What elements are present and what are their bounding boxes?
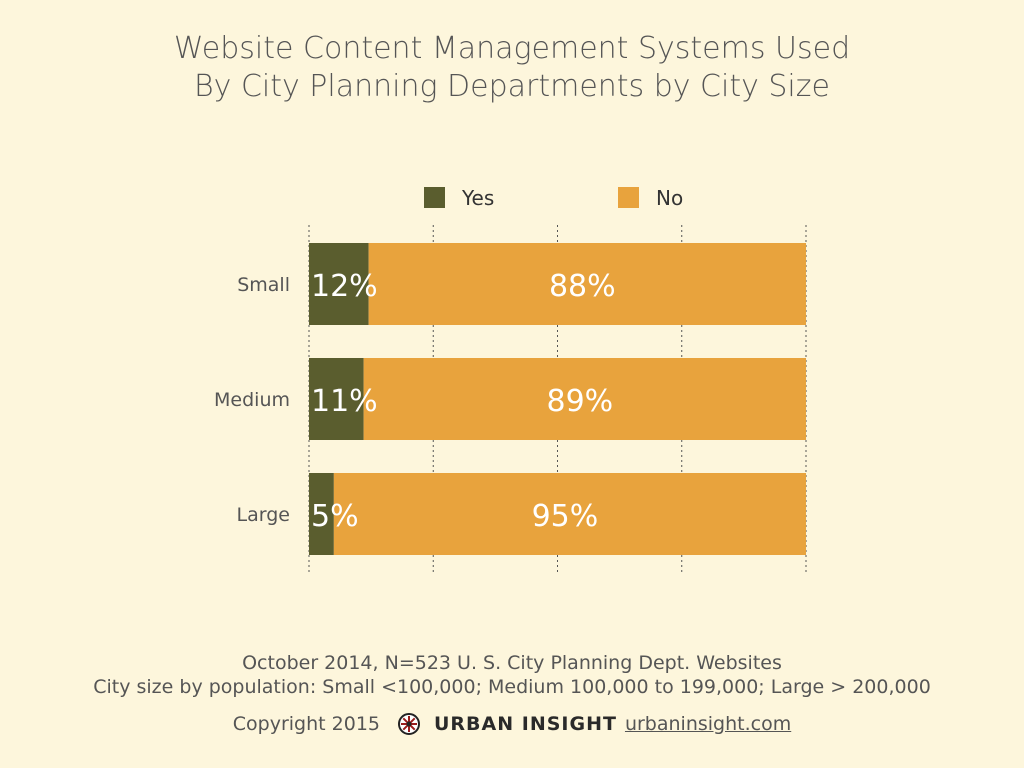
brand-line: Copyright 2015 URBAN INSIGHT urbaninsigh… [0,713,1024,735]
website-link[interactable]: urbaninsight.com [624,713,792,735]
bar-yes [309,243,369,325]
chart-title: Website Content Management Systems Used … [0,30,1024,106]
data-label-yes: 5% [311,499,359,534]
legend-label-yes: Yes [461,186,494,210]
title-line-2: By City Planning Departments by City Siz… [194,69,830,104]
bar-no [368,243,806,325]
legend-swatch-no [618,187,639,208]
bar-yes [309,358,364,440]
bar-no [363,358,806,440]
bar-no [333,473,806,555]
data-label-yes: 11% [311,384,378,419]
data-label-yes: 12% [311,269,378,304]
copyright-text: Copyright 2015 [232,713,380,735]
chart-footnote: October 2014, N=523 U. S. City Planning … [0,651,1024,699]
data-label-no: 88% [549,269,616,304]
category-label: Small [237,274,290,296]
category-label: Large [237,504,290,526]
title-line-1: Website Content Management Systems Used [173,31,851,66]
footnote-line-1: October 2014, N=523 U. S. City Planning … [242,652,782,674]
legend-label-no: No [656,186,683,210]
bar-yes [309,473,334,555]
data-label-no: 95% [532,499,599,534]
brand-name: URBAN INSIGHT [434,713,617,735]
footnote-line-2: City size by population: Small <100,000;… [93,676,931,698]
data-label-no: 89% [546,384,613,419]
legend-swatch-yes [424,187,445,208]
category-label: Medium [214,389,290,411]
urban-insight-logo-icon [398,713,420,735]
